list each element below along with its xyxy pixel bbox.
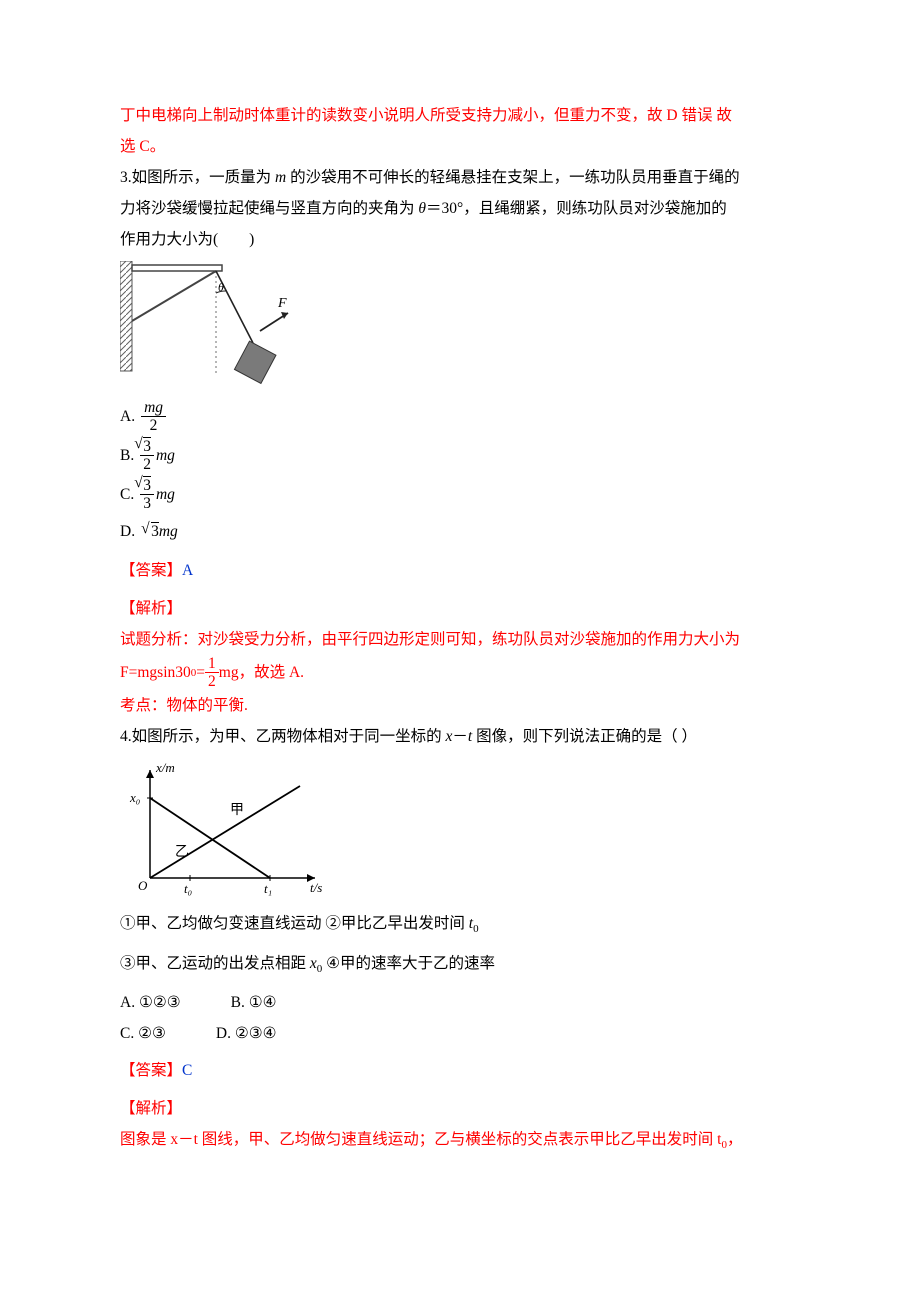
q3-analysis-1: 试题分析：对沙袋受力分析，由平行四边形定则可知，练功队员对沙袋施加的作用力大小为 [120, 624, 810, 655]
q3-eq-pre: F=mgsin30 [120, 657, 191, 688]
q3-text-2: 的沙袋用不可伸长的轻绳悬挂在支架上，一练功队员用垂直于绳的 [286, 169, 739, 186]
page: 丁中电梯向上制动时体重计的读数变小说明人所受支持力减小，但重力不变，故 D 错误… [0, 0, 920, 1302]
q3-m: m [275, 169, 286, 186]
q4-s2-pre: ③甲、乙运动的出发点相距 [120, 955, 310, 972]
q3-option-b: B. 3√ 2 mg [120, 438, 810, 473]
q3-theta: θ [418, 200, 426, 217]
q3-opt-d-label: D. [120, 516, 135, 547]
q4-analysis: 图象是 x－t 图线，甲、乙均做匀速直线运动；乙与横坐标的交点表示甲比乙早出发时… [120, 1124, 810, 1156]
q3-opt-c-num: 3√ [140, 477, 154, 495]
svg-text:甲: 甲 [230, 803, 244, 818]
q4-statements-1: ①甲、乙均做匀变速直线运动 ②甲比乙早出发时间 t0 [120, 908, 810, 940]
q3-opt-b-den: 2 [140, 456, 154, 473]
q4-s2-x: x [310, 955, 317, 972]
q3-opt-b-num: 3√ [140, 438, 154, 456]
q4-text-1: 4.如图所示，为甲、乙两物体相对于同一坐标的 [120, 728, 446, 745]
q3-opt-a-den: 2 [141, 417, 166, 434]
q3-answer: A [182, 562, 193, 579]
q4-s1-pre: ①甲、乙均做匀变速直线运动 ②甲比乙早出发时间 [120, 915, 469, 932]
svg-text:乙: 乙 [175, 844, 189, 860]
q3-opt-c-den: 3 [140, 495, 154, 512]
svg-text:θ: θ [218, 280, 224, 294]
svg-text:O: O [138, 878, 148, 893]
q3-eq-post: mg，故选 A. [219, 657, 304, 688]
q4-text-2: 图像，则下列说法正确的是（ ） [472, 728, 697, 745]
q3-opt-d-post: mg [159, 516, 178, 547]
q3-opt-a-num: mg [141, 399, 166, 417]
q3-opt-c-label: C. [120, 479, 134, 510]
q3-eq-frac-num: 1 [205, 655, 219, 673]
q4-answer-line: 【答案】C [120, 1055, 810, 1087]
q3-eq-mid: = [196, 657, 205, 688]
q3-answer-label: 【答案】 [120, 562, 182, 579]
q3-figure: θ F [120, 261, 300, 391]
q3-opt-b-tail: mg [156, 440, 175, 471]
q4-options-row1: A. ①②③ B. ①④ [120, 987, 810, 1018]
q4-analysis-tail: ， [727, 1131, 743, 1148]
q4-dash: － [452, 728, 468, 745]
q3-eq-frac-den: 2 [205, 673, 219, 690]
q3-option-d: D. √3 mg [120, 516, 810, 547]
q4-option-a: A. ①②③ [120, 987, 181, 1018]
q4-options-row2: C. ②③ D. ②③④ [120, 1018, 810, 1049]
q4-s2-mid: ④甲的速率大于乙的速率 [322, 955, 495, 972]
q3-text-4: ＝30°，且绳绷紧，则练功队员对沙袋施加的 [426, 200, 727, 217]
q4-s1-sub: 0 [473, 923, 479, 935]
q3-analysis-eq: F=mgsin300= 1 2 mg，故选 A. [120, 655, 810, 690]
q3-option-a: A. mg 2 [120, 399, 810, 434]
q4-stem: 4.如图所示，为甲、乙两物体相对于同一坐标的 x－t 图像，则下列说法正确的是（… [120, 721, 810, 752]
q4-option-c: C. ②③ [120, 1018, 166, 1049]
q3-stem: 3.如图所示，一质量为 m 的沙袋用不可伸长的轻绳悬挂在支架上，一练功队员用垂直… [120, 162, 810, 255]
q4-statements-2: ③甲、乙运动的出发点相距 x0 ④甲的速率大于乙的速率 [120, 948, 810, 980]
q4-option-b: B. ①④ [231, 987, 277, 1018]
q4-option-d: D. ②③④ [216, 1018, 277, 1049]
q3-text-3: 力将沙袋缓慢拉起使绳与竖直方向的夹角为 [120, 200, 418, 217]
q3-opt-b-label: B. [120, 440, 134, 471]
prev-answer-fragment-2: 选 C。 [120, 131, 810, 162]
svg-text:t₀: t₀ [184, 881, 192, 896]
q4-explain-label: 【解析】 [120, 1093, 810, 1124]
q3-option-c: C. 3√ 3 mg [120, 477, 810, 512]
q4-figure: x/m t/s O x₀ t₀ t₁ 甲 乙 [120, 758, 330, 898]
q3-answer-line: 【答案】A [120, 555, 810, 587]
q3-explain-label: 【解析】 [120, 593, 810, 624]
q4-answer: C [182, 1062, 192, 1079]
q3-opt-c-tail: mg [156, 479, 175, 510]
q3-text-5: 作用力大小为( ) [120, 231, 254, 248]
svg-text:x/m: x/m [155, 760, 175, 775]
q4-answer-label: 【答案】 [120, 1062, 182, 1079]
svg-text:F: F [277, 296, 287, 311]
svg-text:x₀: x₀ [129, 790, 140, 805]
svg-text:t₁: t₁ [264, 881, 272, 896]
q3-topic: 考点：物体的平衡. [120, 690, 810, 721]
svg-text:t/s: t/s [310, 880, 322, 895]
q4-analysis-text: 图象是 x－t 图线，甲、乙均做匀速直线运动；乙与横坐标的交点表示甲比乙早出发时… [120, 1131, 722, 1148]
prev-answer-fragment-1: 丁中电梯向上制动时体重计的读数变小说明人所受支持力减小，但重力不变，故 D 错误… [120, 100, 810, 131]
q3-opt-a-label: A. [120, 401, 135, 432]
q3-text-1: 3.如图所示，一质量为 [120, 169, 275, 186]
